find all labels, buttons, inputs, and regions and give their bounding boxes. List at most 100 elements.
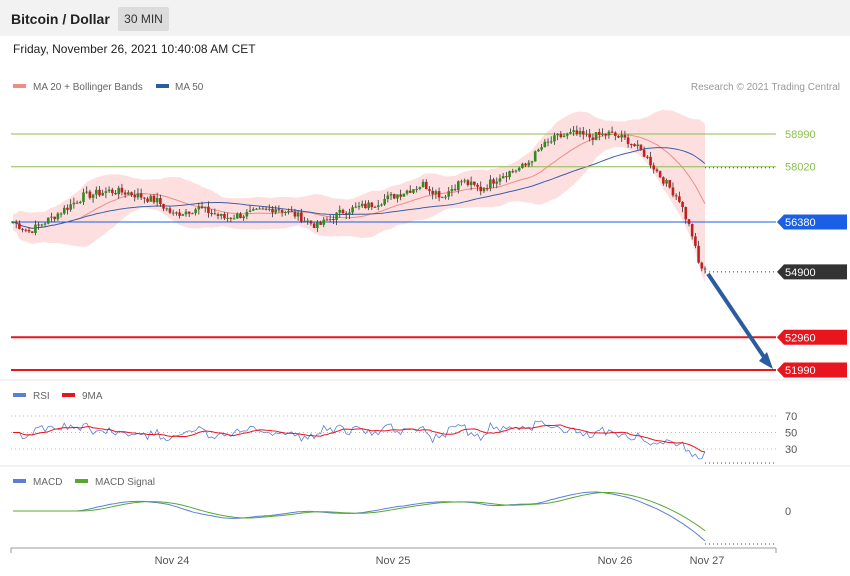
candle-body <box>620 135 624 138</box>
copyright: Research © 2021 Trading Central <box>691 82 840 93</box>
candle-body <box>274 209 278 213</box>
candle-body <box>556 133 559 136</box>
candle-body <box>460 181 463 183</box>
candle-body <box>94 189 98 195</box>
x-axis-ticks: Nov 24 Nov 25 Nov 26 Nov 27 <box>10 548 777 567</box>
candle-body <box>697 245 700 263</box>
candle-body <box>636 144 640 147</box>
candle-body <box>389 194 393 196</box>
candle-body <box>53 216 56 220</box>
price-levels: 58990 58020 56380 54900 52960 51990 <box>11 129 847 378</box>
candle-body <box>27 230 31 232</box>
candle-body <box>139 193 143 198</box>
level-label-56380: 56380 <box>785 217 816 229</box>
candle-body <box>149 195 153 202</box>
candle-body <box>88 191 92 198</box>
candle-body <box>184 211 188 215</box>
candle-body <box>492 179 495 184</box>
candle-body <box>450 189 454 192</box>
candle-body <box>402 193 406 197</box>
level-tag-54900 <box>777 264 847 280</box>
candle-body <box>293 211 297 217</box>
candle-body <box>354 206 358 208</box>
chart-datetime: Friday, November 26, 2021 10:40:08 AM CE… <box>13 42 256 56</box>
candle-body <box>364 203 367 209</box>
candle-body <box>287 210 290 213</box>
candle-body <box>348 212 351 215</box>
candle-body <box>575 130 579 134</box>
candle-body <box>511 171 515 173</box>
candle-body <box>392 194 396 199</box>
candle-body <box>457 181 460 190</box>
candle-body <box>357 206 361 208</box>
candle-body <box>543 141 547 148</box>
candle-body <box>517 167 521 171</box>
candle-body <box>665 179 668 184</box>
candle-body <box>646 156 649 158</box>
candle-body <box>642 149 646 157</box>
candle-body <box>219 213 223 216</box>
candle-body <box>34 224 37 233</box>
timeframe-button[interactable]: 30 MIN <box>118 7 169 31</box>
candle-body <box>75 202 79 204</box>
legend-swatch-ma20 <box>13 84 26 88</box>
candle-body <box>18 223 21 229</box>
candle-body <box>447 191 451 197</box>
candle-body <box>191 213 194 215</box>
candle-body <box>473 181 476 185</box>
candle-body <box>171 212 175 214</box>
candle-body <box>428 189 431 191</box>
candle-body <box>639 144 643 150</box>
candle-body <box>498 178 502 182</box>
candle-body <box>168 208 172 213</box>
candle-body <box>626 137 630 145</box>
level-tag-51990 <box>777 362 847 378</box>
candle-body <box>690 224 694 237</box>
rsi-tick-70: 70 <box>785 411 797 423</box>
candle-body <box>332 219 335 221</box>
candle-body <box>367 202 370 209</box>
candle-body <box>674 195 678 197</box>
candle-body <box>104 191 108 193</box>
candle-body <box>245 211 249 217</box>
candle-body <box>630 144 633 146</box>
candle-body <box>114 193 117 195</box>
candle-body <box>662 177 665 184</box>
x-tick-label: Nov 26 <box>598 555 633 567</box>
legend-macd-signal: MACD Signal <box>95 477 155 488</box>
candle-body <box>527 162 531 166</box>
candle-body <box>591 137 595 140</box>
candle-body <box>69 204 72 210</box>
bollinger-bands <box>12 109 706 284</box>
candle-body <box>40 224 44 226</box>
candle-body <box>546 141 550 143</box>
candle-body <box>255 208 258 210</box>
candle-body <box>127 192 130 195</box>
candle-body <box>319 222 322 225</box>
candle-body <box>521 163 524 168</box>
candle-body <box>594 132 598 140</box>
candle-body <box>325 219 329 221</box>
candle-body <box>159 197 162 205</box>
forecast-arrow <box>706 272 773 369</box>
legend-ma20: MA 20 + Bollinger Bands <box>33 82 143 93</box>
candle-body <box>85 191 88 193</box>
candle-body <box>21 228 24 230</box>
candle-body <box>585 133 588 135</box>
candle-body <box>524 163 527 166</box>
candle-body <box>306 220 310 222</box>
candle-body <box>335 212 338 220</box>
candle-body <box>280 210 284 213</box>
candle-body <box>505 176 508 178</box>
candle-body <box>162 204 165 209</box>
candle-body <box>578 131 582 134</box>
candle-body <box>418 187 422 189</box>
legend-swatch-ma50 <box>156 84 169 88</box>
level-label-58990: 58990 <box>785 129 816 141</box>
candle-body <box>440 196 444 198</box>
candle-body <box>412 189 415 193</box>
candle-body <box>146 198 149 202</box>
macd-line <box>13 491 706 542</box>
candle-body <box>607 131 611 136</box>
